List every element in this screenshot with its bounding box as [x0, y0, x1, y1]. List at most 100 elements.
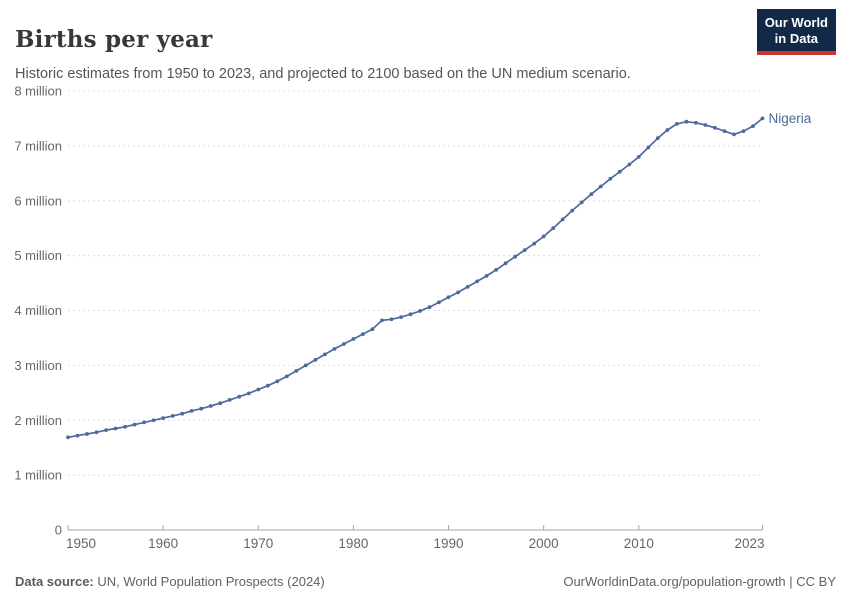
data-point [265, 383, 270, 388]
data-point [94, 430, 99, 435]
data-point [227, 398, 232, 402]
y-tick-label: 1 million [14, 468, 62, 483]
data-point [161, 416, 166, 420]
data-point [246, 391, 251, 396]
data-point [361, 332, 365, 336]
data-point [437, 300, 441, 305]
data-point [703, 123, 708, 127]
owid-logo-line2: in Data [774, 31, 819, 47]
data-point [189, 409, 194, 413]
data-point [256, 387, 261, 392]
data-point [380, 318, 384, 323]
data-point [151, 418, 156, 423]
data-point [732, 132, 736, 137]
data-source-text: UN, World Population Prospects (2024) [93, 574, 325, 589]
data-point [323, 352, 327, 357]
data-point [655, 136, 660, 141]
data-source-label: Data source: [15, 574, 94, 589]
data-point [608, 176, 613, 181]
data-point [237, 394, 242, 399]
data-point [579, 200, 584, 205]
data-point [342, 342, 346, 346]
data-point [104, 428, 108, 432]
data-point [560, 217, 565, 222]
data-point [75, 433, 80, 438]
data-point [551, 226, 556, 231]
data-point [170, 414, 175, 418]
data-point [617, 169, 622, 174]
y-tick-label: 8 million [14, 84, 62, 99]
data-point [370, 327, 375, 332]
data-point [199, 406, 204, 411]
data-point [399, 315, 403, 319]
y-tick-label: 6 million [14, 193, 62, 208]
data-point [351, 337, 356, 341]
y-tick-label: 5 million [14, 248, 62, 263]
data-point [427, 305, 432, 310]
y-tick-label: 3 million [14, 358, 62, 373]
x-tick-label: 2010 [624, 536, 654, 551]
data-point [142, 420, 147, 425]
owid-citation-link[interactable]: OurWorldinData.org/population-growth | C… [563, 574, 836, 589]
data-point [741, 129, 746, 134]
data-point [284, 374, 289, 379]
x-tick-label: 1960 [148, 536, 178, 551]
data-point [484, 274, 489, 278]
x-tick-label: 1980 [338, 536, 368, 551]
data-point [665, 128, 670, 132]
owid-logo[interactable]: Our World in Data [756, 9, 836, 55]
x-tick-label: 1970 [243, 536, 273, 551]
data-point [751, 124, 755, 128]
data-point [522, 248, 527, 253]
series-label: Nigeria [769, 111, 812, 126]
series-line [67, 117, 764, 439]
data-point [694, 120, 698, 125]
data-point [503, 261, 508, 266]
data-point [313, 358, 318, 362]
data-point [675, 122, 679, 126]
data-point [570, 208, 575, 213]
data-point [418, 309, 422, 313]
x-tick-label: 2000 [529, 536, 559, 551]
data-point [123, 424, 127, 429]
data-point [132, 422, 137, 427]
data-point [513, 254, 517, 259]
data-point [389, 317, 394, 322]
data-point [475, 279, 479, 284]
chart-footer: Data source: UN, World Population Prospe… [15, 574, 836, 589]
x-tick-label: 1950 [66, 536, 96, 551]
owid-logo-line1: Our World [764, 15, 828, 30]
y-tick-label: 7 million [14, 138, 62, 153]
data-point [85, 432, 89, 436]
data-point [303, 363, 308, 368]
data-point [408, 312, 413, 317]
data-point [646, 145, 651, 150]
data-point [627, 162, 632, 167]
data-point [218, 401, 223, 406]
data-point [494, 268, 498, 272]
y-tick-label: 0 [55, 523, 62, 538]
data-point [294, 369, 299, 373]
data-point [465, 285, 470, 289]
data-point [66, 435, 70, 440]
data-point [180, 411, 185, 416]
data-point [113, 426, 118, 431]
data-point [589, 192, 594, 197]
data-point [456, 290, 460, 295]
data-point [532, 241, 537, 246]
x-tick-label: 1990 [434, 536, 464, 551]
data-point [713, 125, 717, 130]
chart-subtitle: Historic estimates from 1950 to 2023, an… [15, 65, 631, 82]
data-point [598, 184, 603, 189]
data-point [636, 155, 641, 159]
x-tick-label: 2023 [734, 536, 764, 551]
data-point [208, 404, 213, 408]
data-point [332, 347, 337, 351]
data-point [541, 234, 546, 239]
y-tick-label: 2 million [14, 413, 62, 428]
data-point [722, 129, 727, 134]
data-point [275, 379, 280, 384]
y-tick-label: 4 million [14, 303, 62, 318]
data-source-note: Data source: UN, World Population Prospe… [15, 574, 325, 589]
